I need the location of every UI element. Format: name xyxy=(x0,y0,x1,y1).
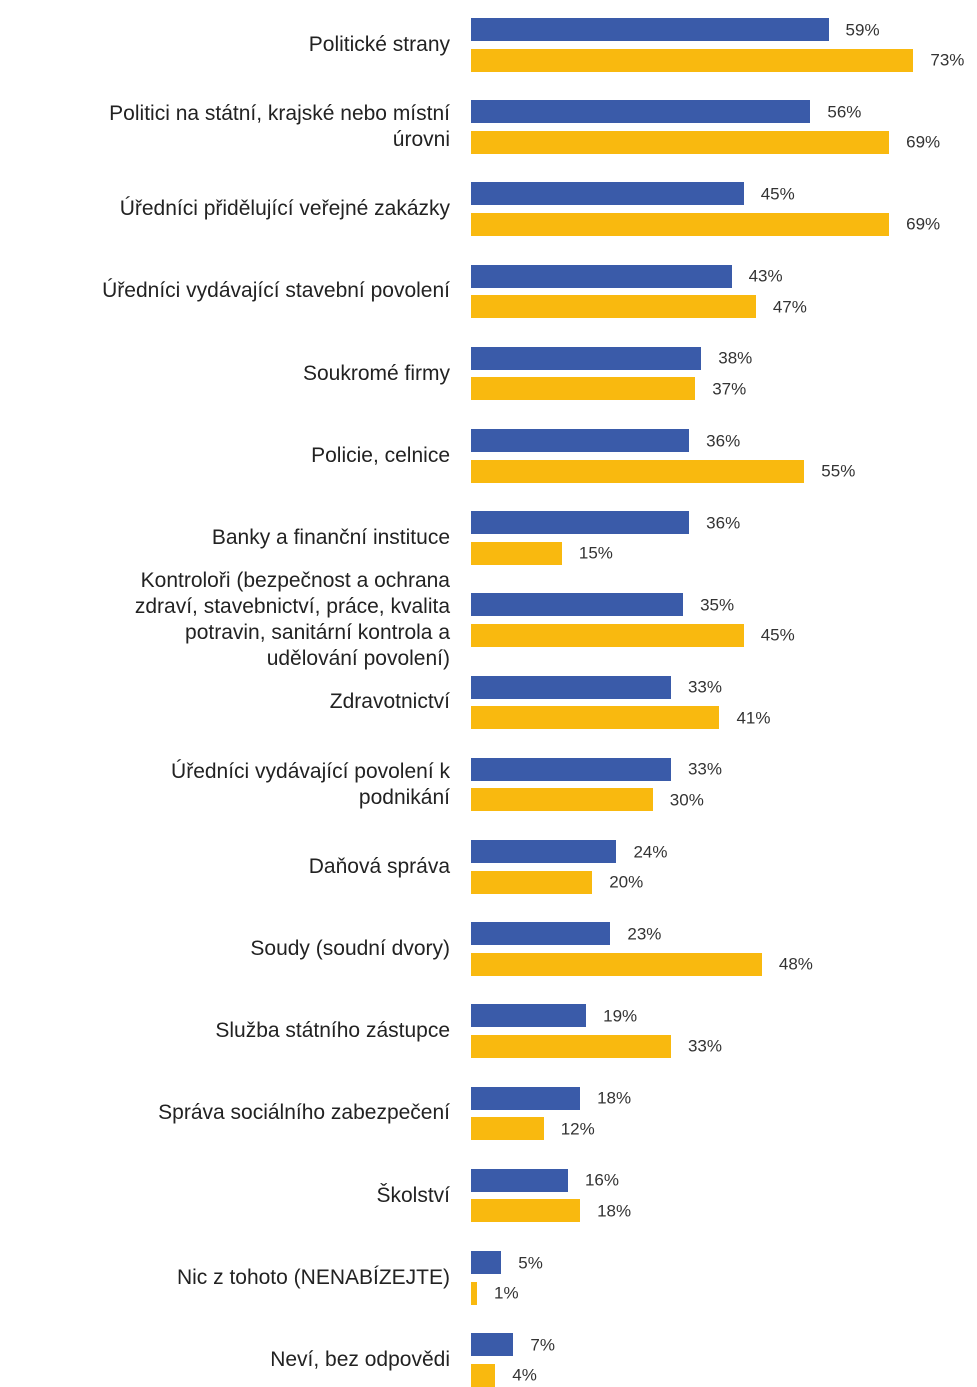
value-label: 30% xyxy=(669,790,704,810)
bar-series-2 xyxy=(471,377,696,401)
bar-series-2 xyxy=(471,870,593,894)
bar-series-1 xyxy=(471,182,744,206)
category-label: Soudy (soudní dvory) xyxy=(250,936,450,960)
bar-series-1 xyxy=(471,1086,581,1110)
value-label: 16% xyxy=(584,1170,619,1190)
bar-series-2 xyxy=(471,48,914,72)
value-label: 33% xyxy=(687,759,722,779)
value-label: 1% xyxy=(494,1283,519,1303)
bar-series-2 xyxy=(471,952,762,976)
category-label: Soukromé firmy xyxy=(302,361,450,385)
bar-series-1 xyxy=(471,346,702,370)
bar-series-1 xyxy=(471,1251,502,1274)
value-label: 19% xyxy=(603,1006,638,1026)
bar-series-1 xyxy=(471,1004,587,1028)
bar-series-2 xyxy=(471,1199,581,1223)
bar-series-2 xyxy=(471,130,890,154)
bar-series-1 xyxy=(471,264,732,288)
value-label: 69% xyxy=(906,214,941,234)
bar-series-2 xyxy=(471,1117,544,1141)
value-label: 43% xyxy=(748,266,783,286)
bar-series-2 xyxy=(471,1281,478,1305)
value-label: 20% xyxy=(609,872,644,892)
value-label: 38% xyxy=(718,348,753,368)
category-label: Úředníci vydávající povolení k podnikání xyxy=(171,759,450,809)
value-label: 36% xyxy=(706,431,741,450)
bar-series-2 xyxy=(471,706,720,730)
bar-series-1 xyxy=(471,675,671,699)
category-axis xyxy=(470,10,471,1387)
category-label: Úředníci přidělující veřejné zakázky xyxy=(119,197,450,221)
value-label: 59% xyxy=(845,20,880,39)
value-label: 56% xyxy=(827,102,862,122)
category-label: Politické strany xyxy=(308,32,450,56)
value-label: 45% xyxy=(760,625,795,645)
bar-series-2 xyxy=(471,788,653,812)
value-label: 69% xyxy=(906,132,941,152)
category-label: Školství xyxy=(376,1183,450,1207)
bar-series-1 xyxy=(471,840,617,863)
category-label: Správa sociálního zabezpečení xyxy=(158,1101,450,1125)
value-label: 73% xyxy=(930,50,965,70)
value-label: 15% xyxy=(578,543,613,563)
value-label: 33% xyxy=(687,1036,722,1056)
value-label: 33% xyxy=(687,677,722,697)
category-label: Neví, bez odpovědi xyxy=(270,1347,450,1371)
bar-series-1 xyxy=(471,593,684,617)
bar-series-2 xyxy=(471,541,562,565)
category-label: Úředníci vydávající stavební povolení xyxy=(102,279,450,303)
bar-series-2 xyxy=(471,623,744,647)
value-label: 7% xyxy=(530,1335,555,1355)
bar-series-1 xyxy=(471,1168,568,1192)
value-label: 18% xyxy=(597,1201,632,1221)
value-label: 55% xyxy=(821,461,856,481)
bar-series-2 xyxy=(471,212,890,236)
bar-series-2 xyxy=(471,295,756,319)
category-label: Policie, celnice xyxy=(311,443,450,467)
value-label: 18% xyxy=(597,1088,632,1108)
category-label: Banky a finanční instituce xyxy=(211,525,450,549)
value-label: 41% xyxy=(736,708,771,728)
value-label: 45% xyxy=(760,184,795,204)
value-label: 37% xyxy=(712,379,747,399)
bar-series-1 xyxy=(471,100,811,124)
value-label: 47% xyxy=(772,297,807,317)
value-label: 12% xyxy=(560,1119,595,1139)
bar-series-1 xyxy=(471,429,690,452)
bar-series-1 xyxy=(471,757,671,781)
value-label: 5% xyxy=(518,1253,543,1272)
bar-series-2 xyxy=(471,1034,671,1058)
value-label: 4% xyxy=(512,1365,537,1385)
bar-series-1 xyxy=(471,1333,514,1357)
value-label: 23% xyxy=(627,924,662,944)
bar-series-1 xyxy=(471,18,829,41)
bar-series-1 xyxy=(471,922,611,946)
category-label: Kontroloři (bezpečnost a ochrana zdraví,… xyxy=(134,569,450,671)
value-label: 36% xyxy=(706,513,741,533)
category-label: Služba státního zástupce xyxy=(215,1019,450,1043)
category-label: Zdravotnictví xyxy=(329,690,450,714)
category-label: Politici na státní, krajské nebo místní … xyxy=(109,101,450,151)
category-label: Nic z tohoto (NENABÍZEJTE) xyxy=(176,1265,450,1289)
bar-series-2 xyxy=(471,459,805,483)
bar-series-2 xyxy=(471,1363,496,1387)
value-label: 35% xyxy=(700,595,735,615)
category-label: Daňová správa xyxy=(308,854,450,878)
value-label: 24% xyxy=(633,842,668,861)
value-label: 48% xyxy=(778,954,813,974)
bar-series-1 xyxy=(471,511,690,535)
